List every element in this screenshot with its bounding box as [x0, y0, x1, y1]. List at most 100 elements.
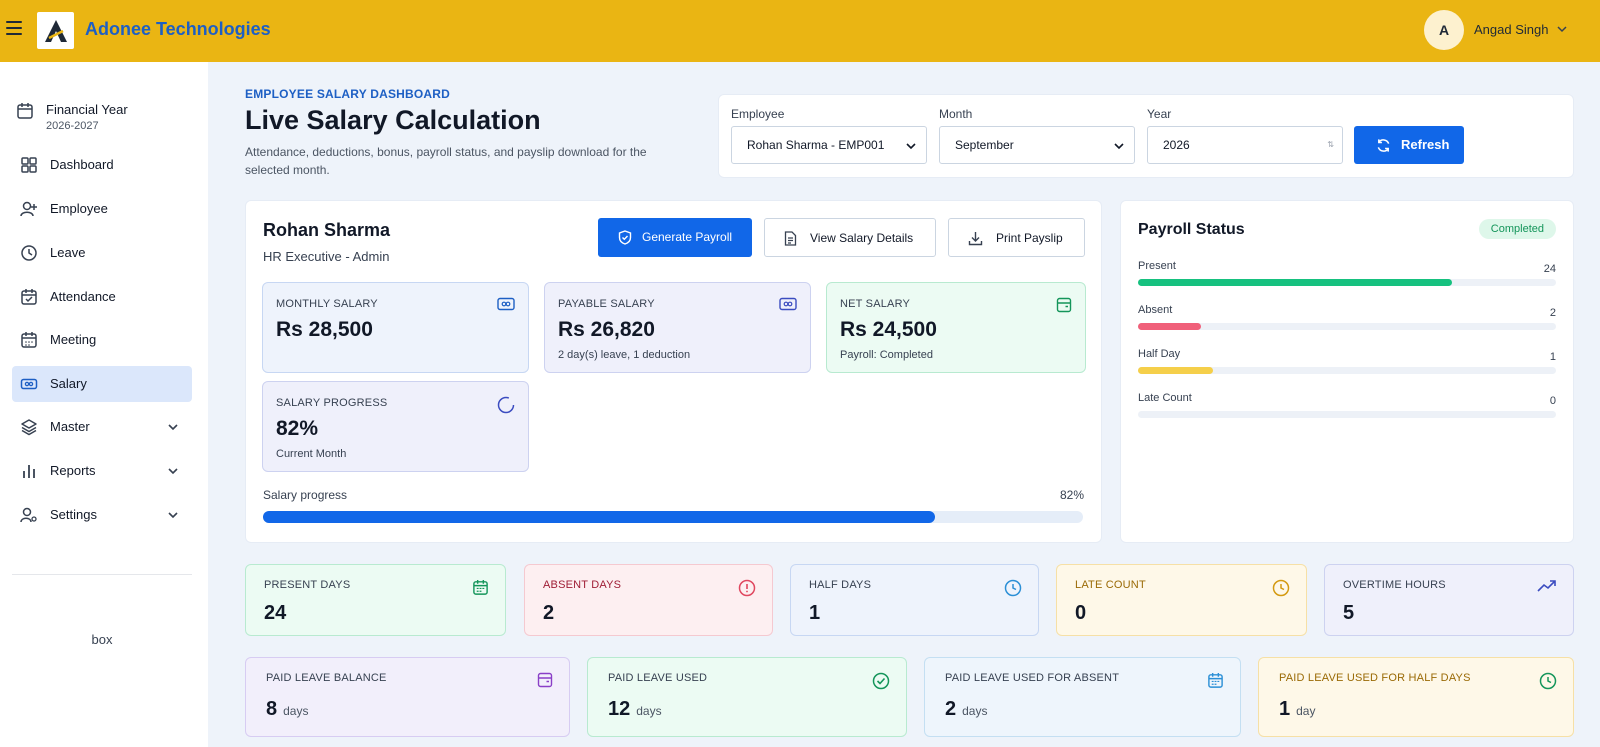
user-name[interactable]: Angad Singh [1474, 22, 1549, 37]
sidebar-item-label: Attendance [50, 289, 116, 304]
sidebar-item-label: Leave [50, 245, 86, 260]
net-salary-card: NET SALARY Rs 24,500 Payroll: Completed [826, 282, 1086, 373]
money-icon [497, 297, 515, 311]
employee-label: Employee [731, 107, 785, 121]
sidebar-item-settings[interactable]: Settings [12, 497, 192, 533]
payroll-status-title: Payroll Status [1138, 221, 1245, 238]
paid-leave-used-for-absent-card: PAID LEAVE USED FOR ABSENT 2 days [924, 657, 1241, 737]
chevron-down-icon [906, 143, 916, 150]
att-value: 5 [1343, 602, 1355, 624]
user-plus-icon [20, 201, 37, 217]
calendar-check-icon [21, 289, 37, 305]
status-row-label: Absent [1138, 304, 1173, 316]
sidebar-item-master[interactable]: Master [12, 409, 192, 445]
salary-progress-value: 82% [1059, 488, 1084, 502]
late-count-card: LATE COUNT 0 [1056, 564, 1307, 636]
employee-select[interactable]: Rohan Sharma - EMP001 [731, 126, 927, 164]
clock-icon [1004, 579, 1022, 597]
sidebar-item-dashboard[interactable]: Dashboard [12, 147, 192, 183]
sidebar-item-salary[interactable]: Salary [12, 366, 192, 402]
stat-sub: 2 day(s) leave, 1 deduction [558, 349, 691, 361]
month-select[interactable]: September [939, 126, 1135, 164]
lv-unit: day [1296, 704, 1316, 718]
sidebar-item-meeting[interactable]: Meeting [12, 322, 192, 358]
lv-number: 2 [945, 698, 957, 720]
wallet-icon [537, 672, 553, 688]
layers-icon [21, 419, 37, 436]
status-row-track [1138, 411, 1556, 418]
calendar-icon [21, 332, 37, 348]
status-row-track [1138, 279, 1556, 286]
stepper-icon[interactable]: ⇅ [1327, 140, 1334, 149]
sidebar-item-attendance[interactable]: Attendance [12, 279, 192, 315]
sidebar-item-label: Dashboard [50, 157, 114, 172]
month-select-value: September [955, 138, 1014, 152]
year-input[interactable]: 2026 ⇅ [1147, 126, 1343, 164]
status-row-fill [1138, 367, 1214, 374]
page-title: Live Salary Calculation [245, 105, 541, 135]
view-salary-details-button[interactable]: View Salary Details [764, 218, 936, 257]
sidebar-item-label: Employee [50, 201, 108, 216]
month-label: Month [939, 107, 973, 121]
print-payslip-label: Print Payslip [996, 231, 1063, 245]
salary-progress-track [263, 511, 1083, 523]
employee-role: HR Executive - Admin [263, 249, 390, 264]
paid-leave-used-card: PAID LEAVE USED 12 days [587, 657, 907, 737]
sidebar-item-reports[interactable]: Reports [12, 453, 192, 489]
lv-label: PAID LEAVE USED FOR ABSENT [945, 672, 1120, 684]
employee-salary-card: Rohan Sharma HR Executive - Admin Genera… [245, 200, 1102, 543]
chevron-down-icon [168, 512, 178, 519]
download-icon [968, 232, 983, 246]
stat-label: MONTHLY SALARY [276, 298, 378, 310]
lv-unit: days [962, 704, 988, 718]
refresh-icon [1377, 139, 1390, 152]
absent-days-card: ABSENT DAYS 2 [524, 564, 773, 636]
filter-card: Employee Rohan Sharma - EMP001 Month Sep… [718, 94, 1574, 178]
lv-value: 1 day [1279, 698, 1315, 721]
stat-label: SALARY PROGRESS [276, 397, 388, 409]
status-row-track [1138, 323, 1556, 330]
dashboard-icon [21, 157, 37, 173]
page-eyebrow: EMPLOYEE SALARY DASHBOARD [245, 87, 451, 101]
sidebar-divider [12, 574, 192, 575]
company-logo [37, 12, 74, 49]
money-icon [20, 378, 38, 390]
wallet-icon [1056, 297, 1072, 313]
sidebar-item-leave[interactable]: Leave [12, 235, 192, 271]
view-salary-details-label: View Salary Details [810, 231, 914, 245]
status-row-label: Present [1138, 260, 1176, 272]
present-days-card: PRESENT DAYS 24 [245, 564, 506, 636]
avatar[interactable]: A [1424, 10, 1464, 50]
sidebar-item-employee[interactable]: Employee [12, 191, 192, 227]
status-row-fill [1138, 279, 1452, 286]
stat-value: 82% [276, 417, 319, 440]
lv-unit: days [636, 704, 662, 718]
print-payslip-button[interactable]: Print Payslip [948, 218, 1085, 257]
top-bar: Adonee Technologies A Angad Singh [0, 0, 1600, 62]
lv-value: 2 days [945, 698, 987, 721]
lv-number: 12 [608, 698, 631, 720]
page-description: Attendance, deductions, bonus, payroll s… [245, 145, 647, 177]
refresh-button[interactable]: Refresh [1354, 126, 1464, 164]
calendar-icon [1208, 672, 1223, 688]
employee-name: Rohan Sharma [263, 220, 391, 240]
salary-progress-card: SALARY PROGRESS 82% Current Month [262, 381, 529, 472]
salary-progress-fill [263, 511, 936, 523]
stat-sub: Payroll: Completed [840, 349, 933, 361]
generate-payroll-button[interactable]: Generate Payroll [598, 218, 752, 257]
stat-label: NET SALARY [840, 298, 911, 310]
financial-year-value[interactable]: 2026-2027 [46, 120, 99, 132]
att-value: 0 [1075, 602, 1087, 624]
year-input-value: 2026 [1163, 138, 1190, 152]
monthly-salary-card: MONTHLY SALARY Rs 28,500 [262, 282, 529, 373]
att-value: 24 [264, 602, 287, 624]
overtime-hours-card: OVERTIME HOURS 5 [1324, 564, 1574, 636]
att-label: LATE COUNT [1075, 579, 1146, 591]
sidebar: Financial Year 2026-2027 Dashboard Emplo… [0, 62, 208, 747]
lv-number: 1 [1279, 698, 1291, 720]
sidebar-item-label: Meeting [50, 332, 97, 347]
hamburger-menu-icon[interactable] [6, 21, 22, 37]
chevron-down-icon[interactable] [1557, 24, 1567, 34]
chevron-down-icon [1114, 143, 1124, 150]
lv-value: 12 days [608, 698, 662, 721]
